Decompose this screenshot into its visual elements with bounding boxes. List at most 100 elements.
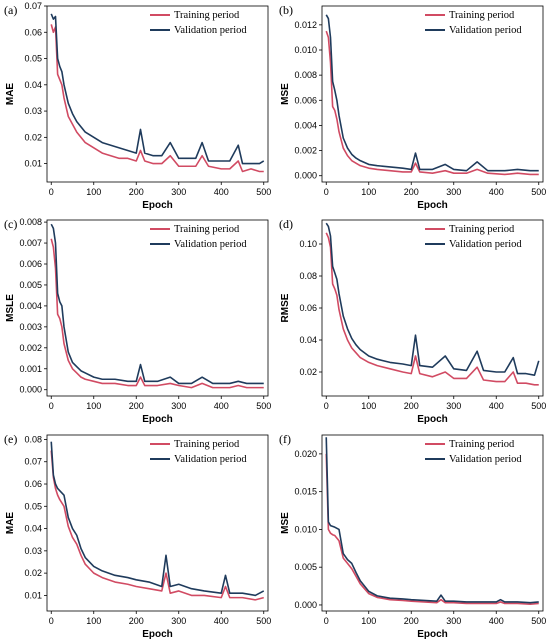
- series-line-validation: [50, 13, 265, 165]
- chart-svg: (c) 0 100 200 300 400 500 0.000 0.001 0.002 0.003 0…: [4, 217, 271, 425]
- y-tick-label: 0.05: [24, 501, 42, 511]
- y-axis-label: MAE: [5, 83, 16, 106]
- x-tick-label: 0: [49, 401, 54, 411]
- axes-frame: [46, 219, 269, 397]
- x-tick-label: 0: [324, 616, 329, 626]
- chart-panel-e: (e) 0 100 200 300 400 500 0.01 0.02 0.03 0.04 0.05 0…: [0, 429, 275, 643]
- x-tick-label: 200: [404, 187, 419, 197]
- x-axis-label: Epoch: [142, 414, 173, 425]
- series-line-validation: [325, 222, 540, 376]
- y-axis-label: RMSE: [280, 293, 291, 322]
- y-tick-label: 0.04: [24, 80, 42, 90]
- y-tick-label: 0.04: [24, 524, 42, 534]
- x-tick-label: 400: [489, 401, 504, 411]
- x-tick-label: 200: [129, 616, 144, 626]
- x-tick-label: 500: [256, 616, 271, 626]
- y-tick-label: 0.000: [294, 171, 317, 181]
- y-tick-label: 0.002: [19, 343, 42, 353]
- chart-panel-d: (d) 0 100 200 300 400 500 0.02 0.04 0.06 0.08 0.10 E…: [275, 214, 550, 428]
- x-axis-label: Epoch: [417, 200, 448, 211]
- x-tick-label: 200: [404, 616, 419, 626]
- y-tick-label: 0.02: [24, 568, 42, 578]
- y-axis-label: MSLE: [5, 294, 16, 322]
- y-axis-label: MAE: [5, 512, 16, 535]
- y-tick-label: 0.008: [19, 217, 42, 227]
- x-tick-label: 0: [49, 616, 54, 626]
- x-tick-label: 300: [171, 401, 186, 411]
- x-tick-label: 200: [129, 401, 144, 411]
- x-axis-label: Epoch: [142, 200, 173, 211]
- y-tick-label: 0.007: [19, 238, 42, 248]
- y-tick-label: 0.06: [299, 303, 317, 313]
- series-line-training: [50, 24, 264, 173]
- x-tick-label: 100: [361, 187, 376, 197]
- series-line-training: [325, 232, 539, 386]
- y-tick-label: 0.015: [294, 487, 317, 497]
- x-tick-label: 400: [214, 187, 229, 197]
- y-tick-label: 0.02: [299, 367, 317, 377]
- x-tick-label: 0: [324, 401, 329, 411]
- x-axis-label: Epoch: [142, 629, 173, 640]
- y-tick-label: 0.02: [24, 132, 42, 142]
- series-line-validation: [325, 437, 539, 604]
- axes-frame: [46, 5, 269, 183]
- legend-label: Training period: [174, 10, 240, 21]
- legend-label: Training period: [449, 224, 515, 235]
- x-tick-label: 300: [446, 187, 461, 197]
- series-line-training: [50, 238, 264, 389]
- panel-label: (d): [279, 217, 293, 231]
- y-tick-label: 0.07: [24, 1, 42, 11]
- series-line-training: [325, 453, 539, 605]
- x-tick-label: 100: [361, 616, 376, 626]
- legend-label: Training period: [449, 439, 515, 450]
- chart-panel-c: (c) 0 100 200 300 400 500 0.000 0.001 0.002 0.003 0…: [0, 214, 275, 428]
- chart-svg: (d) 0 100 200 300 400 500 0.02 0.04 0.06 0.08 0.10 E…: [279, 217, 546, 425]
- x-axis-label: Epoch: [417, 629, 448, 640]
- x-tick-label: 100: [86, 187, 101, 197]
- x-tick-label: 500: [256, 401, 271, 411]
- y-tick-label: 0.06: [24, 27, 42, 37]
- chart-panel-f: (f) 0 100 200 300 400 500 0.000 0.005 0.010 0.015 0…: [275, 429, 550, 643]
- y-tick-label: 0.06: [24, 479, 42, 489]
- y-axis-label: MSE: [280, 512, 291, 534]
- x-tick-label: 100: [86, 401, 101, 411]
- x-tick-label: 0: [324, 187, 329, 197]
- x-axis-label: Epoch: [417, 414, 448, 425]
- y-tick-label: 0.004: [294, 120, 317, 130]
- x-tick-label: 0: [49, 187, 54, 197]
- y-tick-label: 0.002: [294, 146, 317, 156]
- panel-label: (b): [279, 3, 293, 17]
- x-tick-label: 500: [531, 616, 546, 626]
- legend-label: Training period: [174, 439, 240, 450]
- legend-label: Validation period: [174, 25, 247, 36]
- y-tick-label: 0.001: [19, 364, 42, 374]
- x-tick-label: 400: [489, 616, 504, 626]
- y-tick-label: 0.05: [24, 54, 42, 64]
- x-tick-label: 400: [489, 187, 504, 197]
- x-tick-label: 200: [129, 187, 144, 197]
- legend-label: Validation period: [174, 454, 247, 465]
- panel-label: (f): [279, 432, 291, 446]
- axes-frame: [321, 5, 544, 183]
- y-axis-label: MSE: [280, 83, 291, 105]
- x-tick-label: 500: [256, 187, 271, 197]
- legend-label: Validation period: [449, 454, 522, 465]
- y-tick-label: 0.01: [24, 590, 42, 600]
- y-tick-label: 0.07: [24, 457, 42, 467]
- x-tick-label: 500: [531, 187, 546, 197]
- legend-label: Training period: [449, 10, 515, 21]
- y-tick-label: 0.012: [294, 20, 317, 30]
- x-tick-label: 500: [531, 401, 546, 411]
- axes-frame: [321, 434, 544, 612]
- x-tick-label: 300: [171, 187, 186, 197]
- y-tick-label: 0.005: [294, 562, 317, 572]
- panel-label: (c): [4, 217, 17, 231]
- y-tick-label: 0.003: [19, 322, 42, 332]
- series-line-training: [50, 450, 264, 601]
- y-tick-label: 0.008: [294, 70, 317, 80]
- chart-svg: (f) 0 100 200 300 400 500 0.000 0.005 0.010 0.015 0…: [279, 432, 546, 640]
- y-tick-label: 0.08: [24, 434, 42, 444]
- axes-frame: [46, 434, 269, 612]
- y-tick-label: 0.010: [294, 45, 317, 55]
